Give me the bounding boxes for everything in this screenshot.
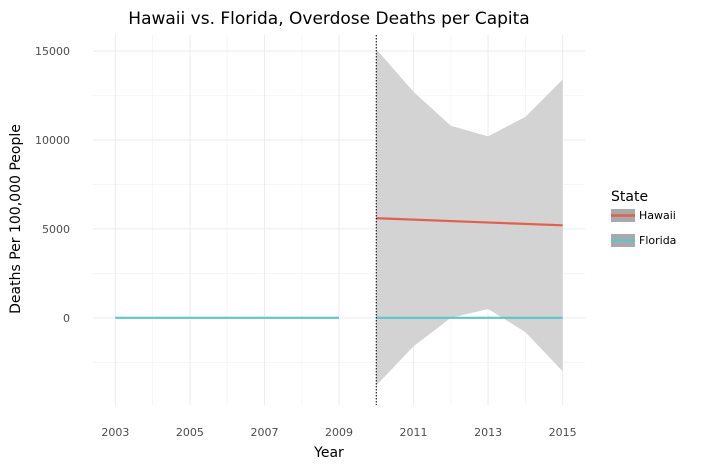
confidence-ribbon bbox=[376, 49, 563, 386]
y-tick-label: 10000 bbox=[35, 134, 70, 147]
series-line-hawaii bbox=[376, 217, 563, 227]
x-tick-label: 2011 bbox=[400, 426, 428, 439]
x-tick-label: 2013 bbox=[474, 426, 502, 439]
x-tick-label: 2005 bbox=[176, 426, 204, 439]
legend-label: Hawaii bbox=[639, 209, 676, 222]
series-lines bbox=[115, 217, 563, 319]
axis-ticks: 2003 2005 2007 2009 2011 2013 2015 0 5000 10000 15… bbox=[35, 45, 577, 439]
x-axis-title: Year bbox=[313, 445, 344, 461]
x-tick-label: 2015 bbox=[549, 426, 577, 439]
x-tick-label: 2007 bbox=[250, 426, 278, 439]
legend-title: State bbox=[611, 189, 648, 205]
x-tick-label: 2009 bbox=[325, 426, 353, 439]
chart-title: Hawaii vs. Florida, Overdose Deaths per … bbox=[128, 9, 529, 29]
legend-label: Florida bbox=[639, 234, 676, 247]
y-axis-title: Deaths Per 100,000 People bbox=[8, 124, 24, 314]
x-tick-label: 2003 bbox=[101, 426, 129, 439]
legend: State Hawaii Florida bbox=[611, 189, 676, 247]
confidence-ribbon-layer bbox=[376, 49, 563, 386]
y-tick-label: 0 bbox=[63, 312, 70, 325]
y-tick-label: 5000 bbox=[42, 223, 70, 236]
y-tick-label: 15000 bbox=[35, 45, 70, 58]
